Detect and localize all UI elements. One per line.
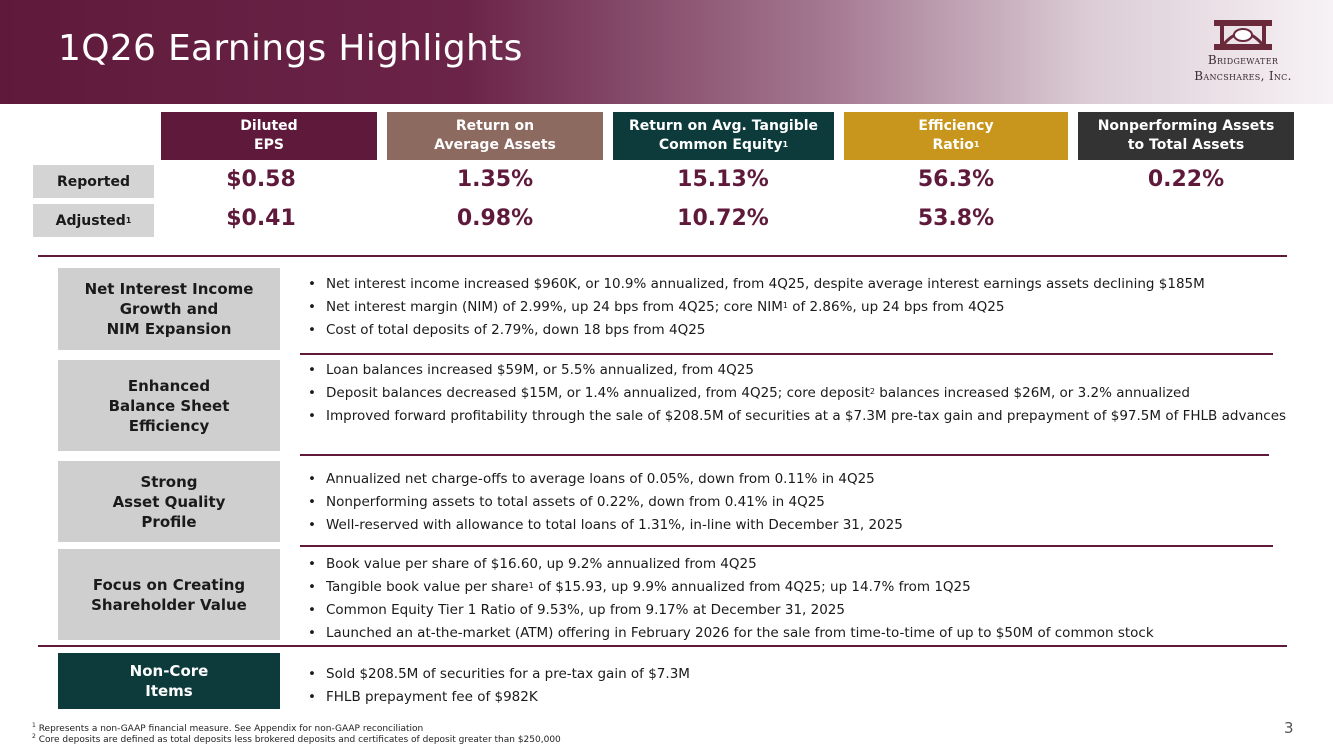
section-label-balance-sheet: Enhanced Balance Sheet Efficiency [58, 360, 280, 451]
bullet-item: Common Equity Tier 1 Ratio of 9.53%, up … [306, 601, 1296, 619]
bullet-list-asset-quality: Annualized net charge-offs to average lo… [306, 470, 1296, 539]
bullet-item: Sold $208.5M of securities for a pre-tax… [306, 665, 1296, 683]
metric-header-text: Nonperforming Assets to Total Assets [1098, 117, 1275, 155]
metric-header-line1: Return on Avg. Tangible [628, 118, 819, 134]
footnote-marker: 1 [973, 140, 980, 149]
section-label-non-core: Non-Core Items [58, 653, 280, 709]
page-number: 3 [1284, 719, 1294, 737]
divider-1 [300, 353, 1273, 355]
section-label-nii: Net Interest Income Growth and NIM Expan… [58, 268, 280, 350]
reported-roaa: 1.35% [456, 167, 534, 192]
divider-3 [300, 545, 1273, 547]
footnote-1: 1 Represents a non-GAAP financial measur… [32, 722, 424, 734]
metric-header-line1: Diluted [240, 118, 298, 134]
bullet-item: Launched an at-the-market (ATM) offering… [306, 624, 1296, 642]
metric-header-line2: EPS [254, 137, 284, 153]
metric-header-diluted-eps: Diluted EPS [161, 112, 377, 160]
bullet-item: Net interest margin (NIM) of 2.99%, up 2… [306, 298, 1296, 316]
reported-eps: $0.58 [226, 167, 296, 192]
metric-header-efficiency: Efficiency Ratio1 [844, 112, 1068, 160]
adjusted-label: Adjusted 1 [33, 204, 154, 237]
bullet-list-balance-sheet: Loan balances increased $59M, or 5.5% an… [306, 361, 1296, 430]
bullet-list-shareholder-value: Book value per share of $16.60, up 9.2% … [306, 555, 1296, 647]
bullet-list-non-core: Sold $208.5M of securities for a pre-tax… [306, 665, 1296, 711]
metric-header-line2: Average Assets [434, 137, 556, 153]
metric-header-line2: to Total Assets [1127, 137, 1245, 153]
adjusted-rotce: 10.72% [677, 206, 769, 231]
metric-header-text: Diluted EPS [240, 117, 297, 155]
metric-header-npa: Nonperforming Assets to Total Assets [1078, 112, 1294, 160]
company-logo: Bridgewater Bancshares, Inc. [1168, 18, 1318, 90]
bullet-item: Book value per share of $16.60, up 9.2% … [306, 555, 1296, 573]
metric-header-line2: Common Equity1 [658, 137, 789, 153]
section-label-shareholder-value: Focus on Creating Shareholder Value [58, 549, 280, 640]
metric-header-line1: Return on [455, 118, 535, 134]
adjusted-roaa: 0.98% [456, 206, 534, 231]
metric-header-rotce: Return on Avg. Tangible Common Equity1 [613, 112, 834, 160]
reported-rotce: 15.13% [677, 167, 769, 192]
metric-header-roaa: Return on Average Assets [387, 112, 603, 160]
divider-top [38, 255, 1287, 257]
bullet-item: FHLB prepayment fee of $982K [306, 688, 1296, 706]
reported-efficiency: 56.3% [917, 167, 995, 192]
bullet-item: Annualized net charge-offs to average lo… [306, 470, 1296, 488]
footnote-marker: 1 [782, 140, 789, 149]
page-title: 1Q26 Earnings Highlights [58, 28, 523, 69]
bullet-list-nii: Net interest income increased $960K, or … [306, 275, 1296, 344]
divider-bottom [38, 645, 1287, 647]
footnote-marker: 1 [782, 301, 788, 310]
bullet-item: Net interest income increased $960K, or … [306, 275, 1296, 293]
bullet-item: Loan balances increased $59M, or 5.5% an… [306, 361, 1296, 379]
logo-line2: Bancshares, Inc. [1194, 69, 1292, 83]
reported-label: Reported [33, 165, 154, 198]
bullet-item: Improved forward profitability through t… [306, 407, 1296, 425]
metric-header-line1: Nonperforming Assets [1097, 118, 1275, 134]
section-label-asset-quality: Strong Asset Quality Profile [58, 461, 280, 542]
metric-header-text: Return on Avg. Tangible Common Equity1 [629, 117, 818, 155]
footnote-2: 2 Core deposits are defined as total dep… [32, 733, 561, 745]
divider-2 [300, 454, 1269, 456]
bridge-logo-icon [1214, 20, 1272, 50]
bullet-item: Deposit balances decreased $15M, or 1.4%… [306, 384, 1296, 402]
reported-npa: 0.22% [1147, 167, 1225, 192]
metric-header-line2: Ratio1 [932, 137, 980, 153]
adjusted-eps: $0.41 [226, 206, 296, 231]
logo-line1: Bridgewater [1207, 53, 1279, 67]
adjusted-efficiency: 53.8% [917, 206, 995, 231]
bullet-item: Tangible book value per share1 of $15.93… [306, 578, 1296, 596]
metric-header-line1: Efficiency [918, 118, 994, 134]
metric-header-text: Return on Average Assets [434, 117, 556, 155]
footnote-marker: 1 [528, 581, 534, 590]
bullet-item: Cost of total deposits of 2.79%, down 18… [306, 321, 1296, 339]
bullet-item: Nonperforming assets to total assets of … [306, 493, 1296, 511]
header-banner [0, 0, 1333, 104]
bullet-item: Well-reserved with allowance to total lo… [306, 516, 1296, 534]
metric-header-text: Efficiency Ratio1 [918, 117, 993, 155]
footnote-marker: 2 [869, 387, 875, 396]
